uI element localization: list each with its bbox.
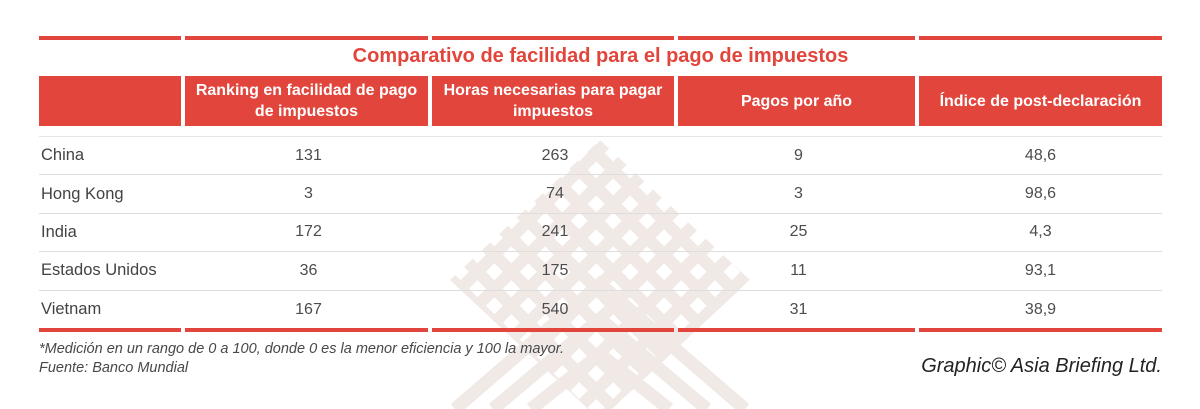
cell-value: 74 <box>546 185 564 203</box>
bottom-rule-segment <box>432 328 674 332</box>
cell-value: 36 <box>299 261 318 279</box>
cell-value: 241 <box>541 223 569 241</box>
cell-value: 98,6 <box>1024 185 1057 203</box>
footnote-block: *Medición en un rango de 0 a 100, donde … <box>39 340 564 377</box>
top-rule-segment <box>678 36 915 40</box>
bottom-rule-segment <box>39 328 181 332</box>
table-row-china: China 131 263 9 48,6 <box>39 137 1162 176</box>
table-row-estados-unidos: Estados Unidos 36 175 11 93,1 <box>39 252 1162 291</box>
bottom-rule-segment <box>919 328 1162 332</box>
cell-value: 3 <box>794 185 803 203</box>
asia-briefing-watermark-logo <box>450 140 750 409</box>
row-label: China <box>41 146 85 165</box>
header-cell-horas: Horas necesarias para pagar impuestos <box>432 76 674 126</box>
cell-value: 540 <box>541 300 569 318</box>
table-row-india: India 172 241 25 4,3 <box>39 214 1162 253</box>
top-rule-segment <box>919 36 1162 40</box>
cell-value: 93,1 <box>1024 261 1057 279</box>
cell-value: 31 <box>789 300 808 318</box>
header-cell-pagos: Pagos por año <box>678 76 915 126</box>
header-cell-indice: Índice de post-declaración <box>919 76 1162 126</box>
footnote-note: *Medición en un rango de 0 a 100, donde … <box>39 341 565 357</box>
cell-value: 172 <box>295 223 322 241</box>
header-cell-ranking: Ranking en facilidad de pago de impuesto… <box>185 76 428 126</box>
cell-value: 131 <box>295 146 322 164</box>
footnote-source: Fuente: Banco Mundial <box>39 359 189 376</box>
row-label: Hong Kong <box>41 184 124 203</box>
row-label: India <box>41 222 77 241</box>
row-label: Estados Unidos <box>41 261 157 280</box>
cell-value: 11 <box>790 261 807 279</box>
row-label: Vietnam <box>41 300 102 319</box>
bottom-rule-segment <box>185 328 428 332</box>
table-body: China 131 263 9 48,6 Hong Kong 3 74 3 98… <box>39 136 1162 328</box>
cell-value: 48,6 <box>1024 146 1057 164</box>
table-title: Comparativo de facilidad para el pago de… <box>352 45 849 67</box>
cell-value: 38,9 <box>1024 300 1057 318</box>
cell-value: 4,3 <box>1029 223 1052 241</box>
top-rule-segment <box>432 36 674 40</box>
cell-value: 3 <box>304 185 313 203</box>
tax-comparison-table: Comparativo de facilidad para el pago de… <box>39 0 1162 409</box>
cell-value: 25 <box>789 223 808 241</box>
top-rule-segment <box>39 36 181 40</box>
credit-text: Graphic© Asia Briefing Ltd. <box>921 355 1162 377</box>
cell-value: 263 <box>541 146 569 164</box>
top-rule-segment <box>185 36 428 40</box>
header-cell-empty <box>39 76 181 126</box>
cell-value: 9 <box>794 146 803 164</box>
table-row-hong-kong: Hong Kong 3 74 3 98,6 <box>39 175 1162 214</box>
cell-value: 167 <box>295 300 322 318</box>
bottom-rule-segment <box>678 328 915 332</box>
cell-value: 175 <box>541 261 569 279</box>
table-row-vietnam: Vietnam 167 540 31 38,9 <box>39 291 1162 329</box>
